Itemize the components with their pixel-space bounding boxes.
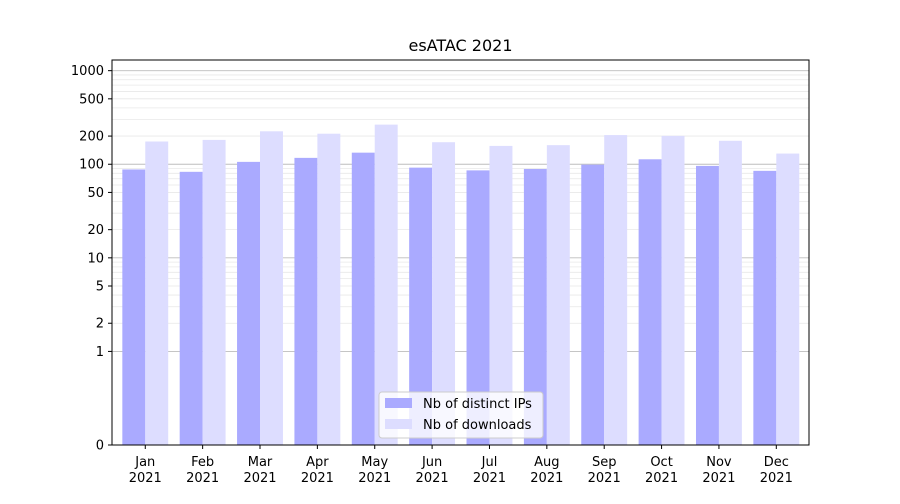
- bar-distinct-ips: [581, 164, 605, 445]
- bar-downloads: [776, 153, 800, 446]
- x-tick-label-month: Mar: [248, 455, 273, 470]
- x-tick-label-year: 2021: [301, 471, 334, 486]
- bar-downloads: [661, 135, 685, 446]
- y-tick-label: 10: [87, 251, 104, 266]
- x-tick-label-month: Apr: [306, 455, 329, 470]
- y-tick-label: 20: [87, 223, 104, 238]
- y-tick-label: 1000: [71, 64, 104, 79]
- legend-label: Nb of downloads: [423, 418, 532, 433]
- legend: Nb of distinct IPs Nb of downloads: [378, 391, 544, 439]
- bar-distinct-ips: [294, 157, 318, 446]
- bar-distinct-ips: [237, 161, 261, 445]
- legend-swatch: [385, 398, 412, 408]
- bar-downloads: [489, 145, 513, 445]
- x-tick-label-month: Sep: [592, 455, 617, 470]
- x-tick-label-year: 2021: [416, 471, 449, 486]
- bar-distinct-ips: [638, 159, 662, 446]
- x-tick-label-month: Oct: [650, 455, 672, 470]
- bar-downloads: [718, 140, 742, 445]
- bar-distinct-ips: [409, 167, 433, 445]
- axes: 01251020501002005001000Jan2021Feb2021Mar…: [71, 64, 793, 486]
- bar-distinct-ips: [351, 152, 375, 445]
- bar-distinct-ips: [122, 169, 146, 446]
- bars: [122, 124, 800, 446]
- bar-downloads: [432, 142, 456, 445]
- bar-distinct-ips: [179, 171, 203, 445]
- legend-box: [378, 391, 544, 439]
- bar-downloads: [145, 141, 169, 445]
- x-tick-label-month: Jan: [134, 455, 155, 470]
- y-tick-label: 100: [79, 158, 104, 173]
- y-tick-label: 500: [79, 92, 104, 107]
- bar-downloads: [202, 139, 226, 445]
- x-tick-label-year: 2021: [588, 471, 621, 486]
- x-tick-label-year: 2021: [358, 471, 391, 486]
- x-tick-label-year: 2021: [645, 471, 678, 486]
- bar-downloads: [546, 145, 570, 445]
- x-tick-label-month: Dec: [764, 455, 789, 470]
- y-tick-label: 0: [96, 439, 104, 454]
- y-tick-label: 5: [96, 280, 104, 295]
- bar-distinct-ips: [695, 165, 719, 445]
- x-tick-label-year: 2021: [473, 471, 506, 486]
- y-tick-label: 1: [96, 345, 104, 360]
- x-tick-label-month: Jul: [481, 455, 498, 470]
- bar-downloads: [604, 135, 628, 445]
- x-tick-label-month: Feb: [191, 455, 214, 470]
- legend-label: Nb of distinct IPs: [423, 397, 532, 412]
- bar-distinct-ips: [466, 170, 490, 445]
- x-tick-label-year: 2021: [129, 471, 162, 486]
- y-tick-label: 50: [87, 186, 104, 201]
- x-tick-label-year: 2021: [530, 471, 563, 486]
- x-tick-label-year: 2021: [186, 471, 219, 486]
- x-tick-label-month: Aug: [534, 455, 559, 470]
- bar-distinct-ips: [523, 168, 547, 445]
- x-tick-label-month: May: [361, 455, 388, 470]
- x-tick-label-month: Jun: [421, 455, 442, 470]
- x-tick-label-month: Nov: [706, 455, 732, 470]
- x-tick-label-year: 2021: [243, 471, 276, 486]
- x-tick-label-year: 2021: [702, 471, 735, 486]
- y-tick-label: 200: [79, 130, 104, 145]
- x-tick-label-year: 2021: [760, 471, 793, 486]
- bar-downloads: [317, 133, 341, 446]
- grid-lines: [112, 70, 809, 352]
- bar-downloads: [260, 131, 283, 445]
- bar-downloads: [374, 124, 398, 445]
- bar-distinct-ips: [753, 170, 777, 446]
- legend-swatch: [385, 419, 412, 429]
- y-tick-label: 2: [96, 317, 104, 332]
- plot-frame: [111, 59, 810, 446]
- chart-title: esATAC 2021: [408, 36, 512, 55]
